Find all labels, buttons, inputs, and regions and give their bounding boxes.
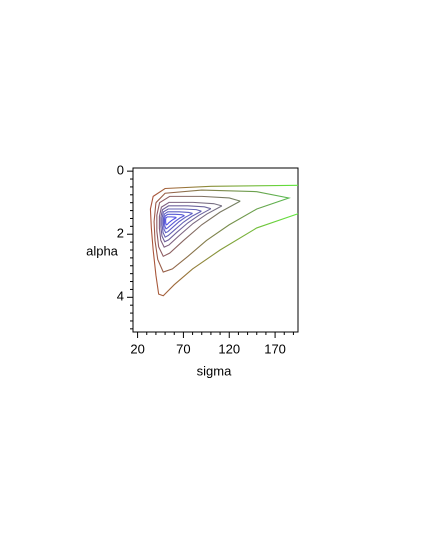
- plot-frame: [132, 167, 299, 333]
- contour-line: [161, 208, 202, 238]
- y-tick-label: 0: [117, 163, 124, 178]
- x-tick-label: 70: [176, 341, 190, 356]
- contour-line: [153, 189, 291, 273]
- x-axis-label: sigma: [197, 363, 232, 378]
- contour-line: [156, 195, 241, 258]
- contour-line: [162, 211, 193, 234]
- contour-line: [165, 216, 177, 226]
- x-tick-label: 20: [130, 341, 144, 356]
- y-tick-label: 4: [117, 289, 124, 304]
- contour-line: [149, 184, 299, 297]
- y-axis-label: alpha: [86, 243, 119, 258]
- contour-line: [160, 205, 212, 243]
- contour-line: [163, 213, 185, 230]
- x-tick-label: 170: [264, 341, 286, 356]
- y-tick-label: 2: [117, 226, 124, 241]
- contour-line: [158, 201, 223, 248]
- x-tick-label: 120: [218, 341, 240, 356]
